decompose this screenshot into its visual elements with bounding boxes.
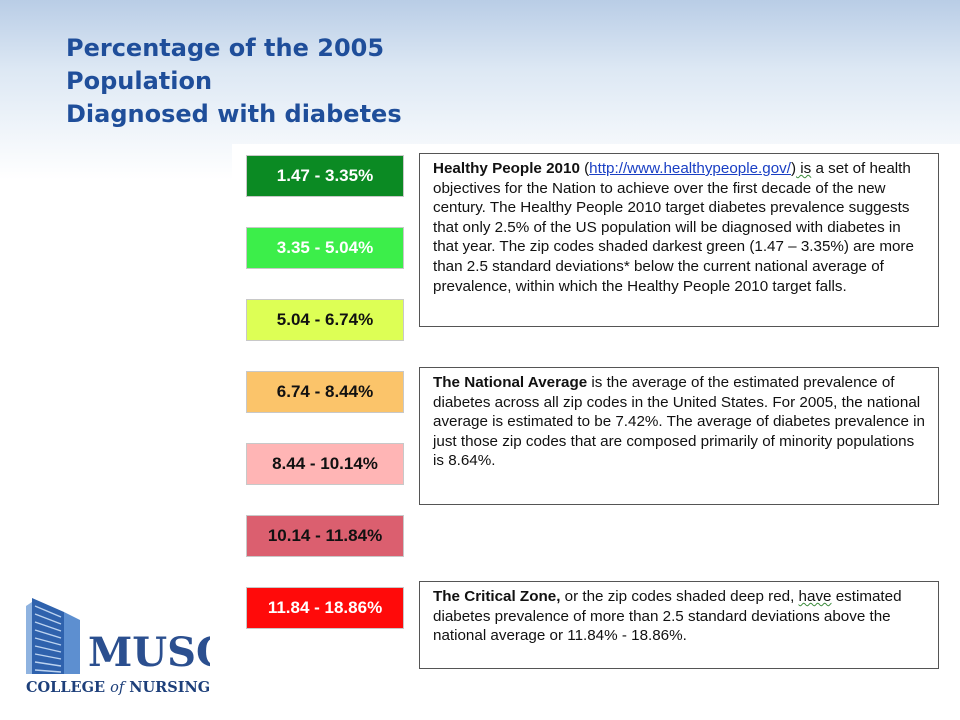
title-line-3: Diagnosed with diabetes <box>66 100 402 128</box>
building-icon <box>26 598 80 674</box>
legend-swatch-7: 11.84 - 18.86% <box>246 587 404 629</box>
healthy-people-box: Healthy People 2010 (http://www.healthyp… <box>419 153 939 327</box>
legend-label: 1.47 - 3.35% <box>276 166 374 185</box>
legend-swatch-3: 5.04 - 6.74% <box>246 299 404 341</box>
national-average-body: is the average of the estimated prevalen… <box>433 374 925 470</box>
paren-open: ( <box>579 160 590 177</box>
logo-subtitle-of: of <box>110 680 127 696</box>
critical-zone-body-1: or the zip codes shaded deep red, <box>560 588 799 605</box>
title-line-2: Population <box>66 67 213 95</box>
logo-subtitle-nursing: NURSING <box>124 679 210 696</box>
is-word: is <box>796 160 812 177</box>
legend-label: 11.84 - 18.86% <box>267 598 383 617</box>
legend-label: 5.04 - 6.74% <box>276 310 374 329</box>
legend-label: 3.35 - 5.04% <box>276 238 374 257</box>
title-line-1: Percentage of the 2005 <box>66 34 385 62</box>
healthy-people-link[interactable]: http://www.healthypeople.gov/ <box>589 160 791 177</box>
page-title: Percentage of the 2005 Population Diagno… <box>66 32 402 131</box>
healthy-people-body: a set of health objectives for the Natio… <box>433 160 914 295</box>
legend-swatch-6: 10.14 - 11.84% <box>246 515 404 557</box>
national-average-box: The National Average is the average of t… <box>419 367 939 505</box>
have-word: have <box>798 588 832 605</box>
legend-label: 6.74 - 8.44% <box>276 382 374 401</box>
legend-swatch-1: 1.47 - 3.35% <box>246 155 404 197</box>
legend-swatch-4: 6.74 - 8.44% <box>246 371 404 413</box>
legend-swatch-2: 3.35 - 5.04% <box>246 227 404 269</box>
legend-label: 10.14 - 11.84% <box>267 526 383 545</box>
legend-swatch-5: 8.44 - 10.14% <box>246 443 404 485</box>
paren-close: ) <box>790 160 797 177</box>
national-average-heading: The National Average <box>433 374 588 391</box>
healthy-people-heading: Healthy People 2010 <box>433 160 580 177</box>
legend-label: 8.44 - 10.14% <box>272 454 378 473</box>
logo-subtitle: COLLEGE of NURSING <box>26 679 210 696</box>
critical-zone-heading: The Critical Zone, <box>433 588 561 605</box>
logo-subtitle-college: COLLEGE <box>26 679 110 696</box>
critical-zone-box: The Critical Zone, or the zip codes shad… <box>419 581 939 669</box>
critical-zone-body-2: estimated diabetes prevalence of more th… <box>433 588 902 645</box>
